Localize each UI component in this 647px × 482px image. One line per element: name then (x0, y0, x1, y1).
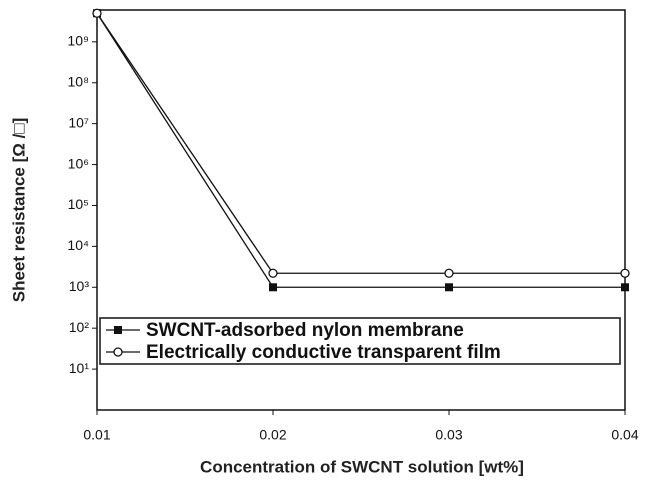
legend-label: Electrically conductive transparent film (146, 342, 501, 363)
x-tick-label: 0.03 (435, 427, 462, 443)
y-tick-label: 10³ (69, 278, 90, 294)
marker (444, 268, 454, 278)
legend-marker (114, 326, 122, 334)
y-tick-label: 10⁴ (67, 237, 89, 253)
y-tick-label: 10⁵ (68, 196, 89, 212)
y-tick-label: 10⁸ (68, 73, 90, 89)
y-tick-label: 10⁹ (67, 33, 89, 49)
y-tick-label: 10⁶ (68, 155, 89, 171)
legend-box (99, 317, 621, 365)
marker (620, 268, 630, 278)
plot-frame (96, 9, 626, 411)
legend-marker (113, 347, 123, 357)
x-axis-label: Concentration of SWCNT solution [wt%] (200, 457, 524, 476)
marker (445, 283, 453, 292)
marker (92, 8, 102, 18)
y-tick-label: 10¹ (69, 360, 90, 376)
marker (268, 268, 278, 278)
x-tick-label: 0.04 (611, 427, 638, 443)
x-tick-label: 0.02 (259, 427, 286, 443)
y-axis-label: Sheet resistance [Ω /□] (9, 118, 28, 303)
y-tick-label: 10⁷ (68, 114, 89, 130)
marker (269, 283, 277, 292)
series-line (96, 12, 625, 274)
y-tick-label: 10² (69, 319, 90, 335)
x-tick-label: 0.01 (83, 427, 110, 443)
legend-label: SWCNT-adsorbed nylon membrane (146, 320, 464, 341)
marker (621, 283, 629, 292)
series-line (96, 12, 625, 288)
